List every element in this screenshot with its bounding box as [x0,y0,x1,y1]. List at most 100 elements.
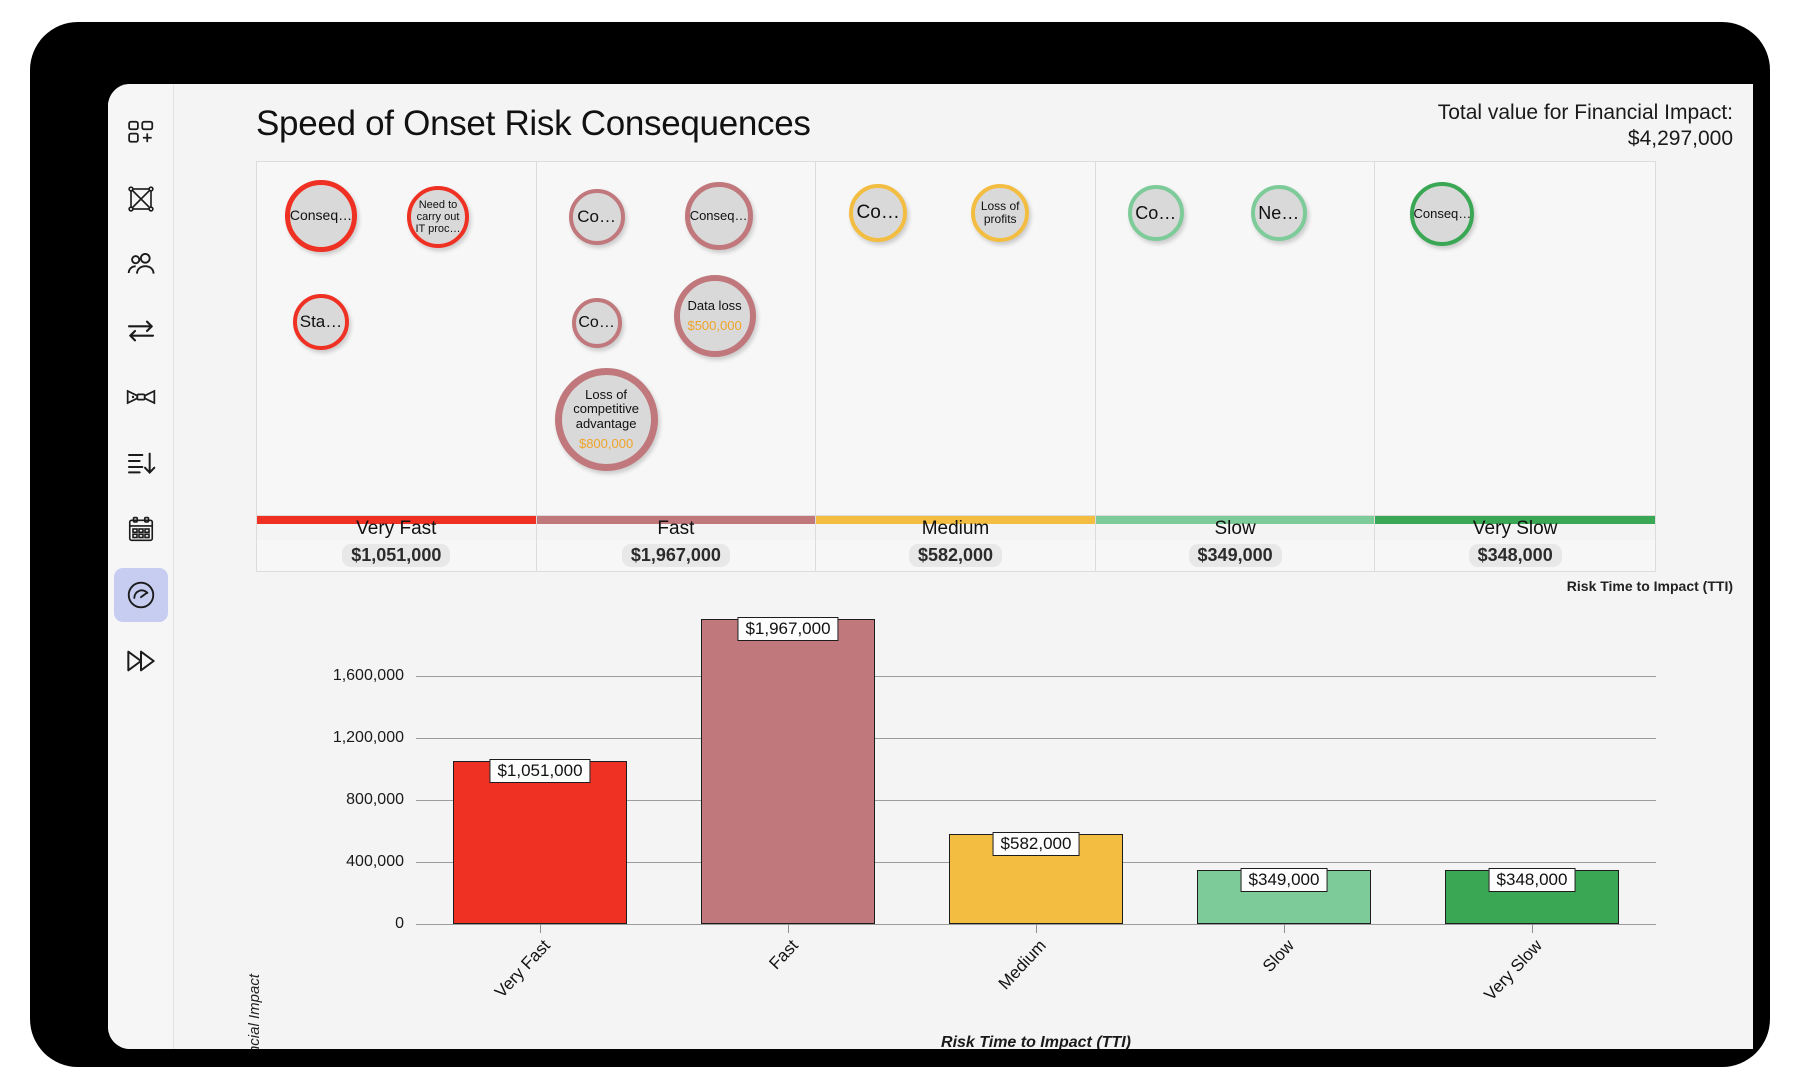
y-axis-title: ($) Financial Impact [246,974,263,1049]
consequence-bubble[interactable]: Data loss $500,000 [673,275,756,357]
bubble-value: $800,000 [578,435,634,451]
bar-value-label: $1,967,000 [737,617,839,642]
consequence-bubble[interactable]: Conseq… [684,182,753,250]
consequence-bubble[interactable]: Co… [1127,185,1184,241]
y-axis-tick-label: 1,200,000 [332,729,404,746]
bubble-column: Co… Ne… [1096,162,1376,515]
sidebar-item-calendar[interactable] [114,502,168,556]
category-total-cell: $1,967,000 [537,540,817,571]
category-band-label: Medium [921,517,990,539]
consequence-bubble[interactable]: Loss of competitive advantage $800,000 [554,368,658,471]
category-band: Very Fast [257,516,537,540]
bubble-label: Conseq… [289,207,353,224]
consequence-bubble[interactable]: Sta… [293,294,349,350]
y-axis-tick-label: 1,600,000 [332,667,404,684]
bubble-label: Co… [856,202,900,224]
consequence-bubble[interactable]: Loss of profits [971,184,1030,242]
bar-chart: ($) Financial Impact $1,051,000 Very Fast… [174,614,1656,1049]
category-band: Fast [536,516,817,540]
x-axis-tick-label: Very Fast [491,936,554,1002]
category-total-value: $582,000 [908,544,1003,567]
x-axis-tick-label: Slow [1258,936,1298,976]
bubble-column: Conseq… [1375,162,1655,515]
bubble-label: Conseq… [689,207,748,223]
consequence-bubble[interactable]: Co… [849,184,908,242]
category-band-color [1095,516,1375,524]
category-total-value: $1,967,000 [621,544,730,567]
y-axis-tick-label: 400,000 [346,853,404,870]
x-axis-tick-label: Medium [994,936,1050,994]
category-band-color [257,516,536,524]
bubble-axis-label: Risk Time to Impact (TTI) [1566,578,1733,594]
category-band-color [536,516,816,524]
x-axis-tick-label: Very Slow [1480,936,1546,1005]
total-label: Total value for Financial Impact: [1437,101,1733,124]
app-screen: Speed of Onset Risk Consequences Total v… [108,84,1753,1049]
bar-value-label: $349,000 [1240,867,1328,892]
bar[interactable] [701,619,875,924]
category-band-label: Fast [657,517,695,539]
total-financial-impact: Total value for Financial Impact: $4,297… [1438,100,1733,153]
bubble-label: Data loss [687,297,742,313]
sidebar-item-add-dashboard[interactable] [114,106,168,160]
category-total-cell: $348,000 [1375,540,1655,571]
consequence-bubble[interactable]: Conseq… [1410,182,1475,246]
category-band-row: Very Fast Fast Medium Slow Very Slow [256,516,1656,540]
category-band: Medium [816,516,1096,540]
sidebar-item-fast-forward[interactable] [114,634,168,688]
x-axis-tick [1036,924,1037,933]
bubble-panel: Conseq… Need to carry out IT proc… Sta… Co…… [256,161,1656,516]
header: Speed of Onset Risk Consequences Total v… [174,98,1753,158]
consequence-bubble[interactable]: Co… [571,298,622,348]
page-title: Speed of Onset Risk Consequences [256,104,811,143]
sidebar-item-bowtie[interactable] [114,370,168,424]
speedometer-icon [125,579,157,611]
category-band-label: Very Slow [1472,517,1558,539]
bubble-value: $500,000 [687,317,742,333]
bubble-column: Co… Loss of profits [816,162,1096,515]
x-axis-tick [1284,924,1285,933]
gridline [416,800,1656,801]
bubble-column: Conseq… Need to carry out IT proc… Sta… [257,162,537,515]
consequence-bubble[interactable]: Conseq… [285,180,357,252]
sidebar-item-network-diagram[interactable] [114,172,168,226]
sidebar [108,84,174,1049]
plot-area: $1,051,000 Very Fast $1,967,000 Fast $582,00… [416,614,1656,1004]
category-total-cell: $1,051,000 [257,540,537,571]
y-axis-tick-label: 800,000 [346,791,404,808]
fast-forward-icon [125,645,157,677]
consequence-bubble[interactable]: Ne… [1250,185,1307,241]
sidebar-item-exchange[interactable] [114,304,168,358]
bubble-label: Loss of profits [980,198,1020,226]
bubble-label: Co… [578,314,615,332]
category-total-value: $349,000 [1188,544,1282,567]
category-total-cell: $582,000 [816,540,1096,571]
consequence-bubble[interactable]: Co… [568,189,625,245]
x-axis-tick-label: Fast [765,936,802,974]
total-value: $4,297,000 [1627,127,1733,151]
bubble-label: Co… [1135,202,1177,223]
bar-value-label: $348,000 [1488,868,1576,893]
category-band-label: Slow [1214,517,1256,539]
bubble-label: Ne… [1258,202,1300,223]
category-band-color [816,516,1095,524]
gridline [416,676,1656,677]
gridline [416,738,1656,739]
sidebar-item-people[interactable] [114,238,168,292]
sort-descending-icon [125,447,157,479]
x-axis-tick [1532,924,1533,933]
category-total-cell: $349,000 [1096,540,1376,571]
category-band-color [1375,516,1655,524]
bubble-label: Co… [577,207,616,227]
network-diagram-icon [126,184,156,214]
people-icon [125,249,157,281]
consequence-bubble[interactable]: Need to carry out IT proc… [407,186,469,248]
x-axis-tick [540,924,541,933]
bar-value-label: $582,000 [992,831,1080,856]
category-total-row: $1,051,000 $1,967,000 $582,000 $349,000 $348… [256,540,1656,572]
bar[interactable] [453,761,627,924]
exchange-arrows-icon [125,315,157,347]
sidebar-item-speedometer[interactable] [113,568,168,622]
sidebar-item-sort[interactable] [114,436,168,490]
bubble-label: Loss of competitive advantage [573,386,639,431]
